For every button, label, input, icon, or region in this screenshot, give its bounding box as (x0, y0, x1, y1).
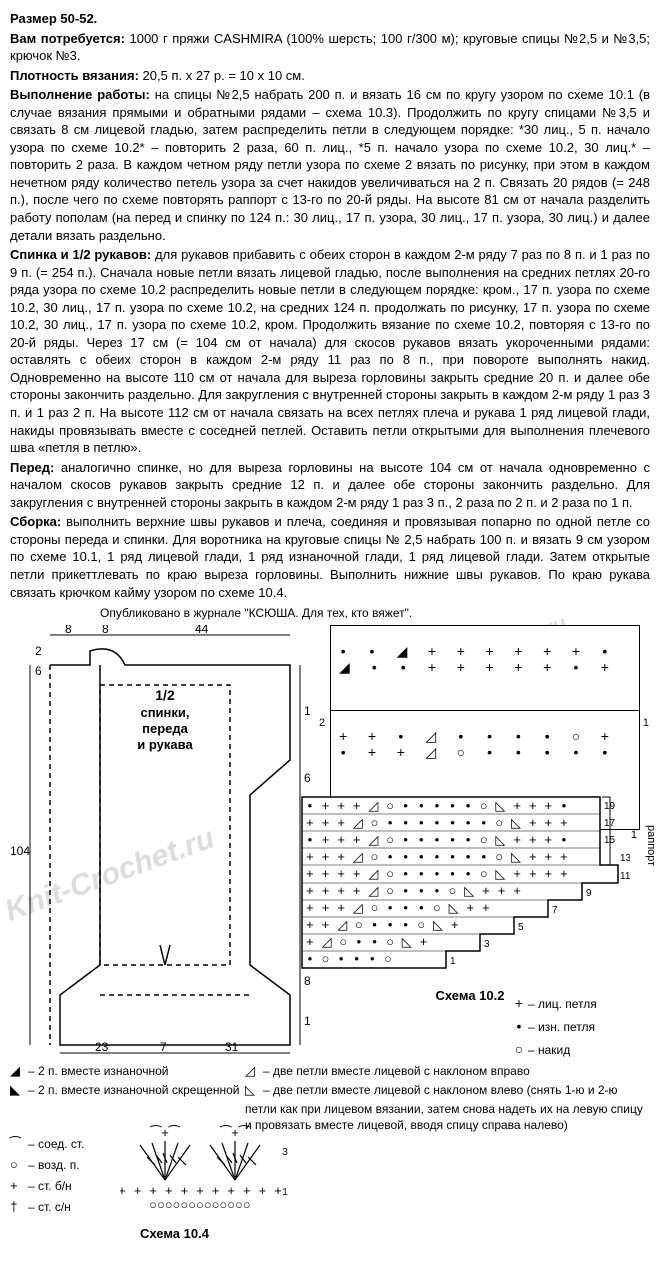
svg-text:+ + + + ◿ ○ • • • ○ ◺ + + +: + + + + ◿ ○ • • • ○ ◺ + + + (306, 884, 521, 899)
legend-text: – возд. п. (28, 1158, 80, 1172)
assembly-section: Сборка: выполнить верхние швы рукавов и … (10, 513, 650, 601)
dim-bot-31: 31 (225, 1040, 239, 1054)
dim-right-17: 17 (304, 704, 310, 718)
chart-row: • • ◢ + + + + + + • (339, 645, 615, 661)
assembly-text: выполнить верхние швы рукавов и плеча, с… (10, 514, 650, 599)
dim-bot-23: 23 (95, 1040, 109, 1054)
size-heading: Размер 50-52. (10, 10, 650, 28)
back-label: Спинка и 1/2 рукавов: (10, 247, 151, 262)
legend-text: – соед. ст. (28, 1137, 84, 1151)
dim-right-6: 6 (304, 771, 310, 785)
legend-text: – 2 п. вместе изнаночной (28, 1064, 169, 1078)
work-text: на спицы №2,5 набрать 200 п. и вязать 16… (10, 87, 650, 242)
chart-row: + + • ◿ • • • • ○ + (339, 730, 615, 746)
front-text: аналогично спинке, но для выреза горлови… (10, 460, 650, 510)
svg-text:3: 3 (484, 939, 490, 950)
schematic-label-3: переда (142, 721, 189, 736)
front-label: Перед: (10, 460, 54, 475)
schematic-label-2: спинки, (140, 705, 189, 720)
legend-text: – накид (528, 1043, 570, 1057)
p2tog-icon: ◢ (10, 1063, 28, 1081)
dim-left-104: 104 (10, 844, 30, 858)
chart-num: 2 (319, 715, 325, 731)
back-section: Спинка и 1/2 рукавов: для рукавов прибав… (10, 246, 650, 457)
crochet-legend: ⁀– соед. ст. ○– возд. п. +– ст. б/н †– с… (10, 1135, 110, 1218)
legend-text: – изн. петля (528, 1020, 595, 1034)
yarn-over-icon: ○ (510, 1041, 528, 1062)
slip-stitch-icon: ⁀ (10, 1135, 28, 1156)
svg-text:1: 1 (450, 956, 456, 967)
svg-text:5: 5 (518, 922, 524, 933)
legend-text: – ст. с/н (28, 1200, 71, 1214)
svg-text:13: 13 (620, 853, 630, 864)
work-section: Выполнение работы: на спицы №2,5 набрать… (10, 86, 650, 244)
svg-text:+ + + ◿ ○ • • • • • • • ○ ◺ +: + + + ◿ ○ • • • • • • • ○ ◺ + + + (306, 850, 568, 865)
materials-section: Вам потребуется: 1000 г пряжи CASHMIRA (… (10, 30, 650, 65)
svg-text:+ + + ◿ ○ • • • ○ ◺ + +: + + + ◿ ○ • • • ○ ◺ + + (306, 901, 490, 916)
svg-text:7: 7 (552, 905, 558, 916)
bottom-legend: ◢– 2 п. вместе изнаночной ◿– две петли в… (10, 1063, 650, 1135)
svg-text:• + + + ◿ ○ • • • • • ○ ◺ + +: • + + + ◿ ○ • • • • • ○ ◺ + + + • (306, 833, 568, 848)
dim-right-15: 15 (304, 1014, 310, 1028)
svg-text:• ○ • • • ○: • ○ • • • ○ (306, 952, 392, 967)
schematic-label-4: и рукава (137, 737, 193, 752)
svg-text:+ + + + + + + + + + +: + + + + + + + + + + + (120, 1184, 282, 1199)
chart-10-2: • + + + ◿ ○ • • • • • ○ ◺ + + + • + + + … (300, 795, 640, 1004)
dc-icon: † (10, 1198, 28, 1219)
density-section: Плотность вязания: 20,5 п. х 27 р. = 10 … (10, 67, 650, 85)
dim-bot-7: 7 (160, 1040, 167, 1054)
legend-text: – две петли вместе лицевой с наклоном вл… (245, 1083, 643, 1132)
chart-row: ◢ • • + + + + + • + (339, 661, 615, 677)
chain-stitch-icon: ○ (10, 1156, 28, 1177)
materials-label: Вам потребуется: (10, 31, 125, 46)
front-section: Перед: аналогично спинке, но для выреза … (10, 459, 650, 512)
svg-text:○○○○○○○○○○○○○: ○○○○○○○○○○○○○ (149, 1198, 250, 1213)
schematic-label-1: 1/2 (155, 687, 175, 703)
dim-left-6: 6 (35, 664, 42, 678)
svg-text:3: 3 (282, 1147, 288, 1158)
legend-text: – две петли вместе лицевой с наклоном вп… (263, 1064, 530, 1078)
assembly-label: Сборка: (10, 514, 61, 529)
density-label: Плотность вязания: (10, 68, 139, 83)
sc-icon: + (10, 1177, 28, 1198)
legend-text: – лиц. петля (528, 997, 597, 1011)
purl-stitch-icon: • (510, 1018, 528, 1039)
svg-text:11: 11 (620, 871, 630, 882)
svg-text:• + + + ◿ ○ • • • • • ○ ◺ + +: • + + + ◿ ○ • • • • • ○ ◺ + + + • (306, 799, 568, 814)
dim-top-8b: 8 (102, 625, 109, 636)
svg-text:+ + + ◿ ○ • • • • • • • ○ ◺ +: + + + ◿ ○ • • • • • • • ○ ◺ + + + (306, 816, 568, 831)
graphics-area: Knit-Crochet.ru Knit-Crochet.ru Knit-Cro… (10, 625, 650, 1265)
chart-num: 1 (643, 715, 649, 731)
knit-stitch-icon: + (510, 995, 528, 1016)
legend-text: – ст. б/н (28, 1179, 72, 1193)
svg-text:9: 9 (586, 888, 592, 899)
svg-text:+ ◿ ○ • • ○ ◺ +: + ◿ ○ • • ○ ◺ + (306, 935, 428, 950)
published-note: Опубликовано в журнале "КСЮША. Для тех, … (100, 605, 650, 621)
work-label: Выполнение работы: (10, 87, 150, 102)
svg-text:⁀+⁀: ⁀+⁀ (220, 1125, 251, 1141)
dim-top-8a: 8 (65, 625, 72, 636)
back-text: для рукавов прибавить с обеих сторон в к… (10, 247, 650, 455)
svg-text:⁀+⁀: ⁀+⁀ (150, 1125, 181, 1141)
svg-text:+ + + + ◿ ○ • • • • • ○ ◺ + +: + + + + ◿ ○ • • • • • ○ ◺ + + + + (306, 867, 568, 882)
k2tog-right-icon: ◿ (245, 1063, 263, 1081)
dim-left-2: 2 (35, 644, 42, 658)
p2tog-tbl-icon: ◣ (10, 1082, 28, 1100)
garment-schematic: 8 8 44 2 6 17 6 58 8 15 104 23 7 31 1/2 … (10, 625, 310, 1055)
chart-10-4-label: Схема 10.4 (140, 1225, 209, 1243)
dim-top-44: 44 (195, 625, 209, 636)
legend-text: – 2 п. вместе изнаночной скрещенной (28, 1083, 240, 1097)
density-text: 20,5 п. х 27 р. = 10 х 10 см. (139, 68, 305, 83)
chart-row: • + + ◿ ○ • • • • • (339, 746, 615, 762)
svg-text:1: 1 (282, 1187, 288, 1198)
svg-text:+ + ◿ ○ • • • ○ ◺ +: + + ◿ ○ • • • ○ ◺ + (306, 918, 459, 933)
rapport-label: раппорт (643, 825, 658, 866)
stitch-legend-right: +– лиц. петля •– изн. петля ○– накид (510, 995, 640, 1064)
chart-10-4: ⁀+⁀ ⁀+⁀ + + + + + + + + + + + ○○○○○○○○○○○… (120, 1125, 300, 1225)
k2tog-left-icon: ◺ (245, 1082, 263, 1100)
